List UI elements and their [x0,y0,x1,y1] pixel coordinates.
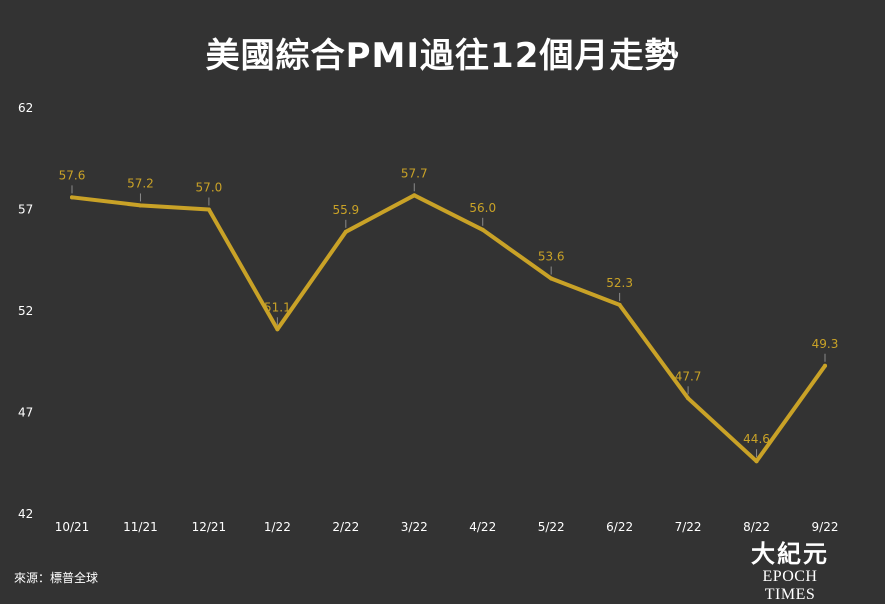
x-tick-label: 10/21 [55,520,90,534]
data-point [823,363,827,368]
x-tick-label: 7/22 [675,520,702,534]
data-label: 53.6 [538,250,565,264]
data-point [549,276,554,281]
data-point [617,302,622,307]
data-label: 55.9 [332,203,359,217]
y-tick-label: 57 [18,203,33,217]
data-point [686,396,691,401]
logo-english: EPOCH TIMES [762,568,818,603]
data-point [343,229,348,234]
data-label: 47.7 [675,369,702,383]
x-tick-label: 9/22 [812,520,839,534]
x-tick-label: 1/22 [264,520,291,534]
x-tick-label: 8/22 [743,520,770,534]
chart-title: 美國綜合PMI過往12個月走勢 [205,36,680,76]
y-tick-label: 52 [18,304,33,318]
x-tick-label: 12/21 [192,520,227,534]
data-label: 51.1 [264,300,291,314]
logo-chinese: 大紀元 [751,539,829,568]
data-label: 44.6 [743,432,770,446]
x-tick-label: 11/21 [123,520,158,534]
data-point [206,207,211,212]
data-point [275,327,280,332]
x-tick-label: 6/22 [606,520,633,534]
x-tick-label: 5/22 [538,520,565,534]
y-tick-label: 47 [18,406,33,420]
data-label: 57.6 [59,168,86,182]
data-point [138,203,143,208]
data-point [480,227,485,232]
data-label: 57.7 [401,166,428,180]
data-point [412,193,417,198]
data-point [70,195,74,200]
data-label: 57.0 [196,181,223,195]
x-tick-label: 3/22 [401,520,428,534]
epoch-times-logo: 大紀元 EPOCH TIMES [737,539,843,604]
data-label: 52.3 [606,276,633,290]
x-tick-label: 2/22 [332,520,359,534]
x-tick-label: 4/22 [469,520,496,534]
y-tick-label: 42 [18,507,33,521]
series-line [70,193,827,464]
data-label: 49.3 [812,337,839,351]
data-label: 56.0 [469,201,496,215]
data-point [754,459,759,464]
y-tick-label: 62 [18,101,33,115]
data-label: 57.2 [127,176,154,190]
source-note: 來源：標普全球 [14,571,99,585]
